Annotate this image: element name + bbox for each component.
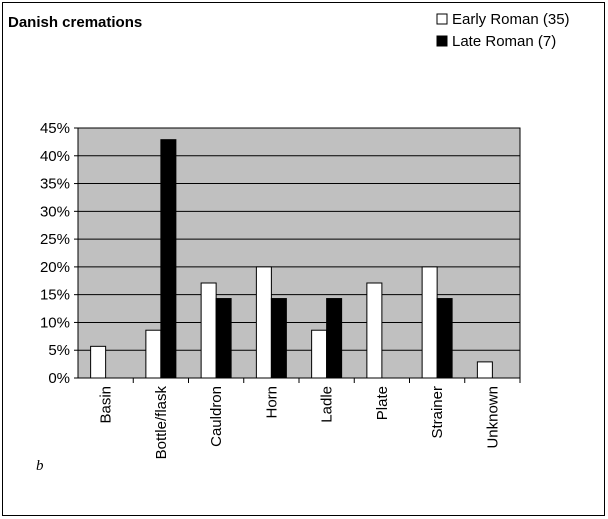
bar [366,282,383,379]
y-tick-label: 20% [40,259,70,276]
legend-label: Early Roman (35) [452,11,570,28]
chart-title: Danish cremations [8,14,142,31]
x-tick-label: Basin [98,386,115,424]
y-tick-label: 35% [40,176,70,193]
bar [145,329,162,379]
x-tick-label: Unknown [484,386,501,449]
plot-area [77,127,521,379]
y-tick-label: 0% [48,370,70,387]
y-tick-label: 5% [48,342,70,359]
x-tick-label: Bottle/flask [153,386,170,460]
y-tick-label: 30% [40,203,70,220]
legend-swatch [436,35,448,47]
bar [421,266,438,379]
bar [215,298,232,379]
legend-swatch [436,13,448,25]
bar [90,345,107,379]
bar [311,329,328,379]
x-tick-label: Cauldron [208,386,225,447]
panel-label: b [36,458,44,474]
x-tick-label: Ladle [319,386,336,423]
x-tick-label: Plate [374,386,391,420]
x-tick-label: Horn [263,386,280,419]
y-tick-label: 45% [40,120,70,137]
bar [160,139,177,379]
bar [326,298,343,379]
bar [200,282,217,379]
bar [436,298,453,379]
x-tick-label: Strainer [429,386,446,439]
y-tick-label: 25% [40,231,70,248]
y-tick-label: 10% [40,314,70,331]
bar [476,361,493,379]
legend-label: Late Roman (7) [452,33,556,50]
bar [270,298,287,379]
y-tick-label: 15% [40,287,70,304]
bar [255,266,272,379]
y-tick-label: 40% [40,148,70,165]
